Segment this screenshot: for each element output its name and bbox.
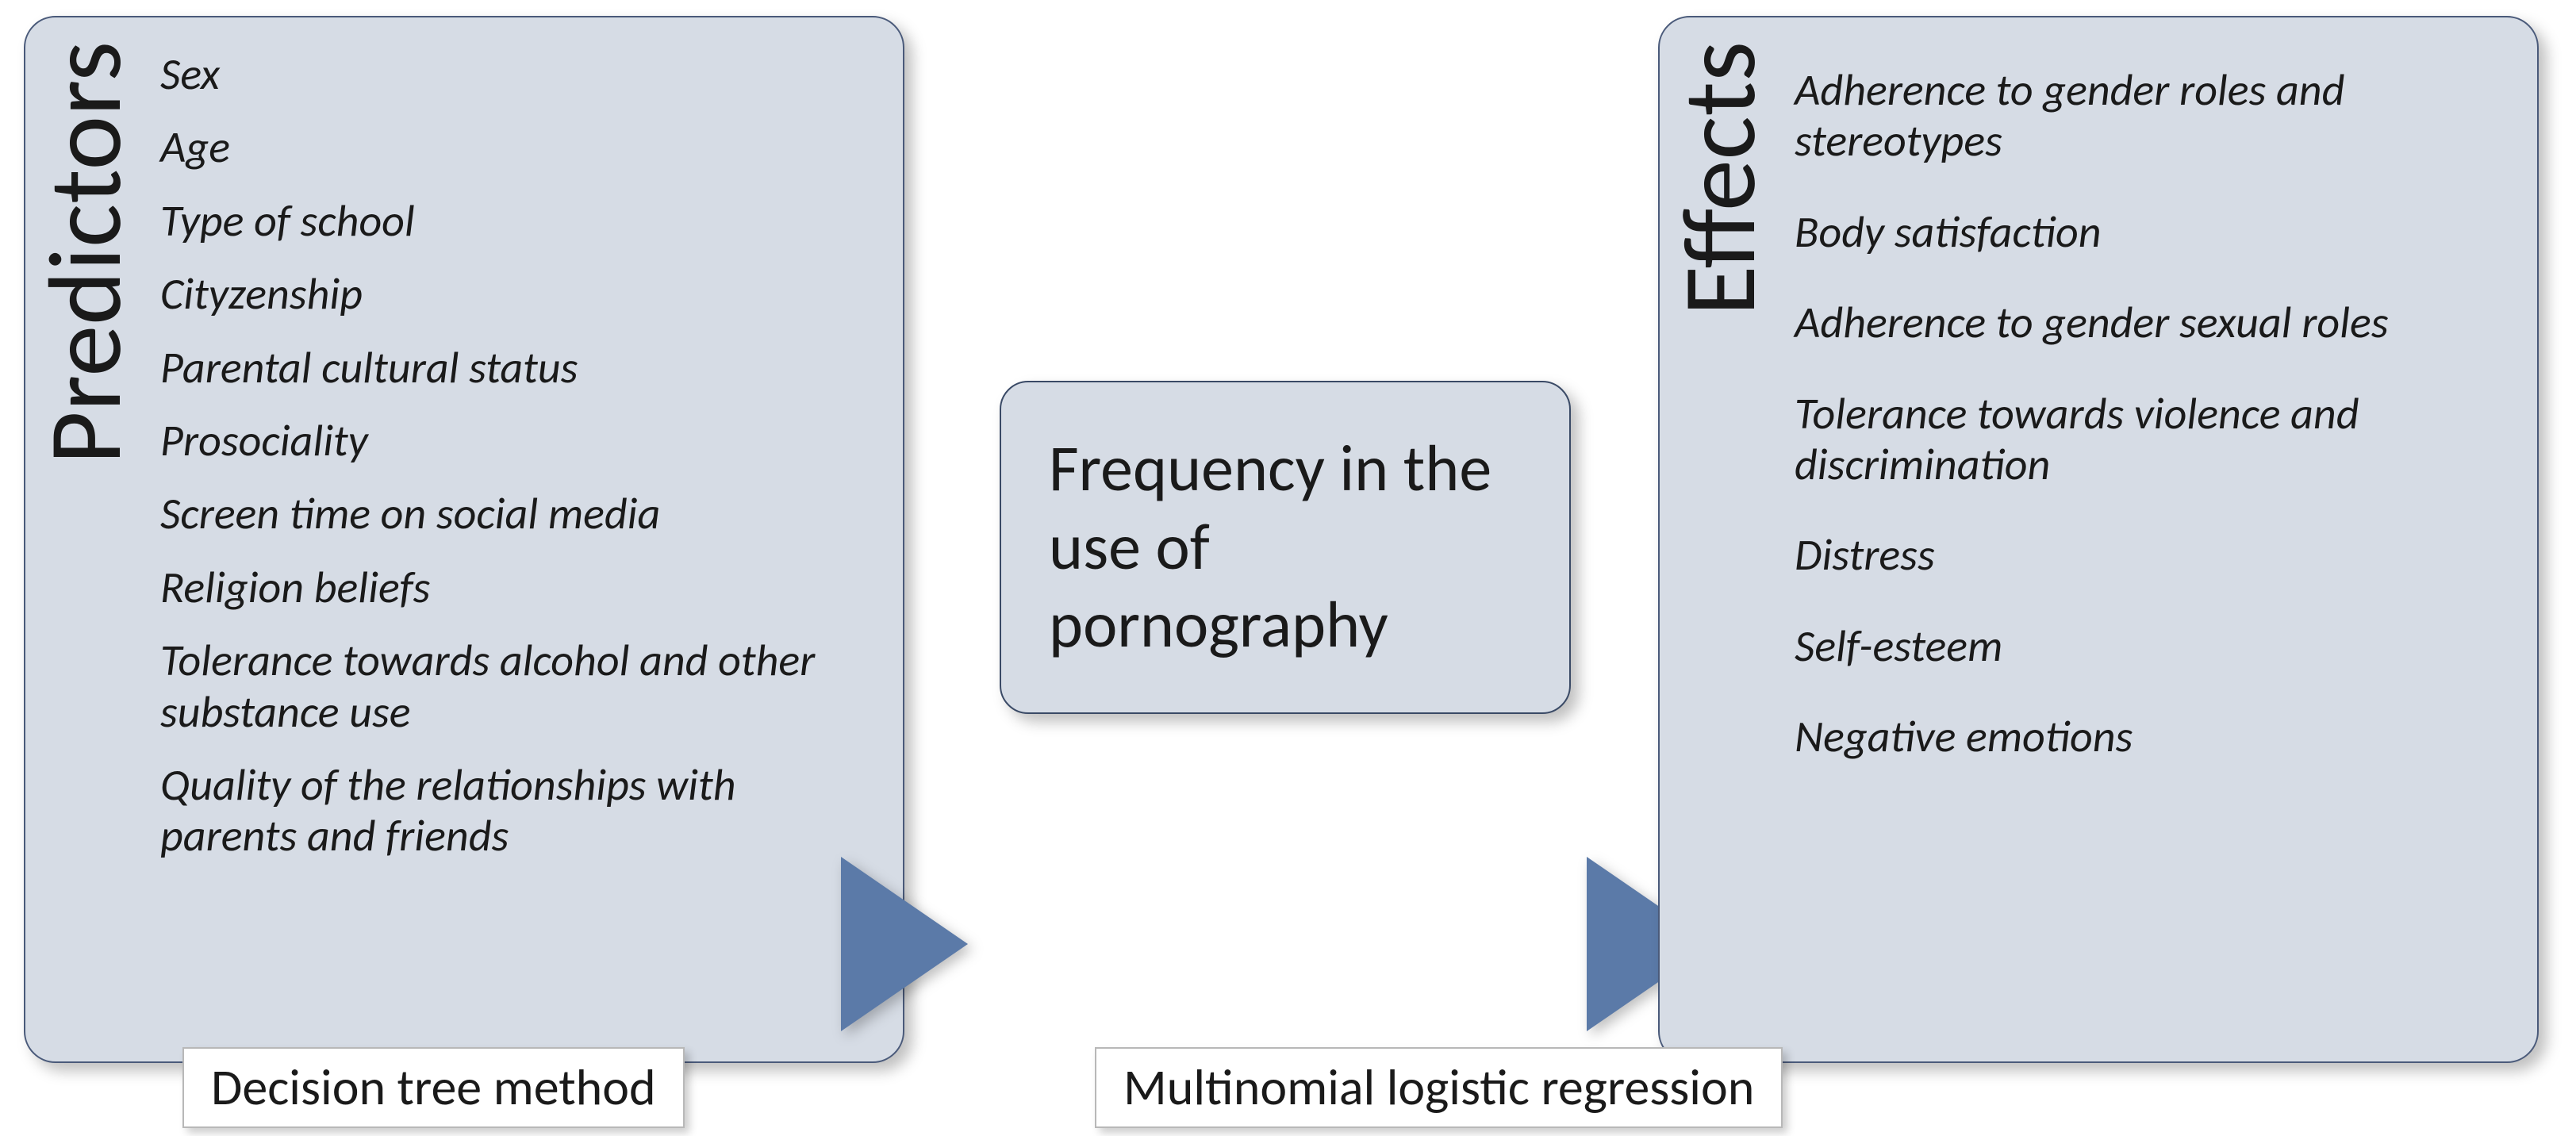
list-item: Distress <box>1795 530 2513 581</box>
list-item: Cityzenship <box>160 269 879 320</box>
method-label-left: Decision tree method <box>182 1047 685 1128</box>
list-item: Body satisfaction <box>1795 207 2513 258</box>
effects-heading: Effects <box>1660 17 1787 340</box>
center-text: Frequency in the use of pornography <box>1049 430 1522 664</box>
list-item: Self-esteem <box>1795 621 2513 672</box>
list-item: Screen time on social media <box>160 489 879 539</box>
list-item: Type of school <box>160 196 879 247</box>
effects-list: Adherence to gender roles and stereotype… <box>1787 17 2537 1061</box>
list-item: Religion beliefs <box>160 562 879 613</box>
arrow-right-icon <box>841 857 968 1031</box>
list-item: Adherence to gender roles and stereotype… <box>1795 65 2513 167</box>
list-item: Tolerance towards alcohol and other subs… <box>160 635 879 738</box>
predictors-heading: Predictors <box>25 17 152 488</box>
list-item: Sex <box>160 49 879 100</box>
effects-panel: Effects Adherence to gender roles and st… <box>1658 16 2539 1063</box>
list-item: Tolerance towards violence and discrimin… <box>1795 389 2513 491</box>
list-item: Adherence to gender sexual roles <box>1795 297 2513 348</box>
list-item: Parental cultural status <box>160 343 879 393</box>
method-label-right: Multinomial logistic regression <box>1095 1047 1783 1128</box>
list-item: Prosociality <box>160 416 879 466</box>
predictors-list: Sex Age Type of school Cityzenship Paren… <box>152 17 903 1061</box>
predictors-panel: Predictors Sex Age Type of school Cityze… <box>24 16 904 1063</box>
list-item: Negative emotions <box>1795 712 2513 762</box>
center-panel: Frequency in the use of pornography <box>1000 381 1571 714</box>
list-item: Quality of the relationships with parent… <box>160 760 879 862</box>
list-item: Age <box>160 122 879 173</box>
